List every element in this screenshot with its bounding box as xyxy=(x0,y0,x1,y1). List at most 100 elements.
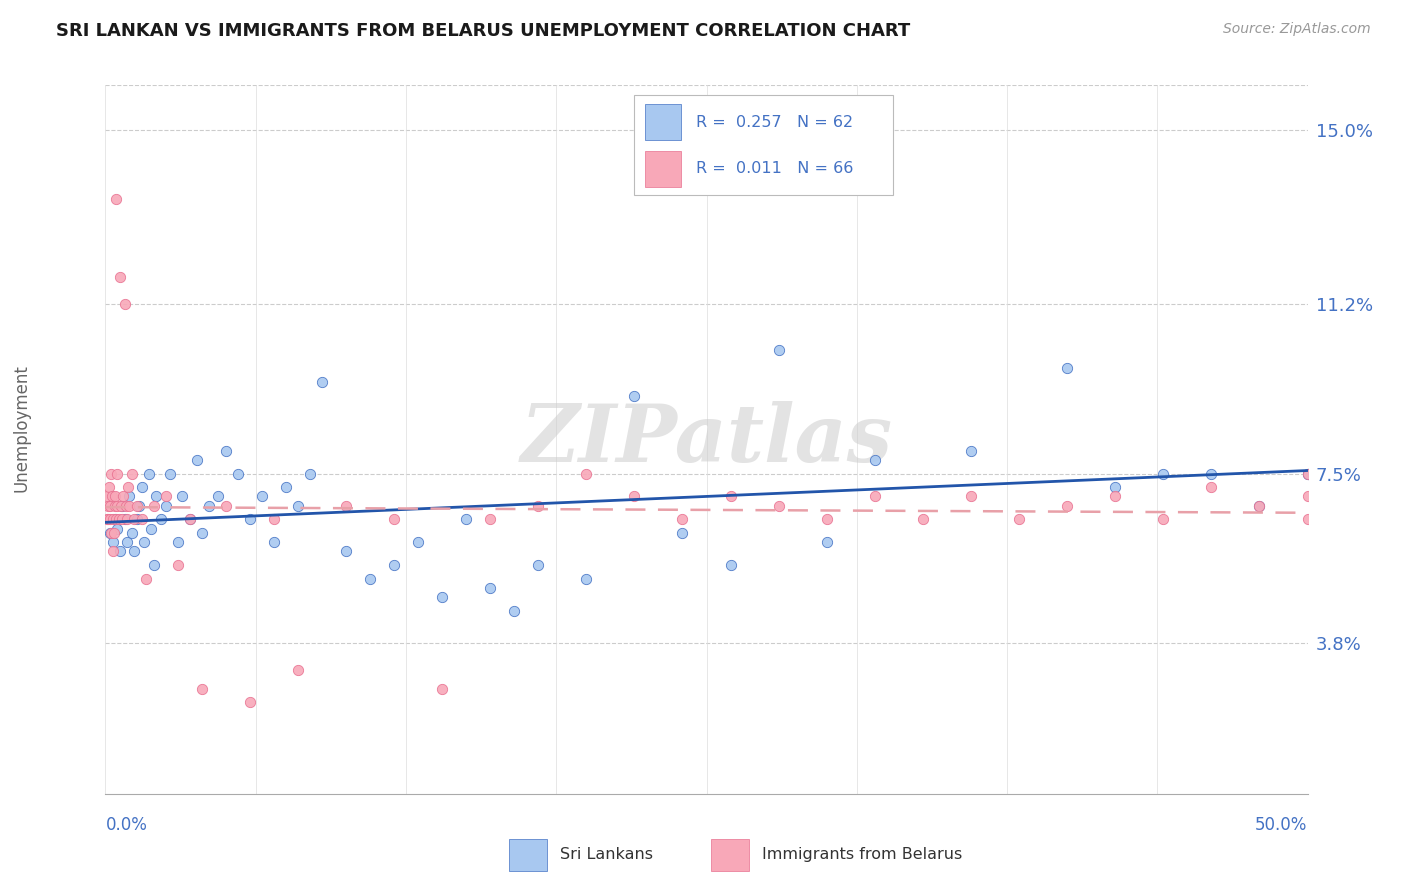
FancyBboxPatch shape xyxy=(509,839,547,871)
Point xyxy=(114,297,136,311)
Point xyxy=(623,389,645,403)
Point xyxy=(815,535,838,549)
Point xyxy=(250,490,273,504)
Point xyxy=(1249,499,1271,513)
Point xyxy=(214,499,236,513)
Point xyxy=(1008,512,1031,526)
Point xyxy=(115,499,138,513)
Point xyxy=(671,526,693,541)
Text: Source: ZipAtlas.com: Source: ZipAtlas.com xyxy=(1223,22,1371,37)
Point xyxy=(430,590,453,604)
Point xyxy=(112,490,135,504)
Text: Sri Lankans: Sri Lankans xyxy=(560,847,652,862)
Point xyxy=(125,499,148,513)
Point xyxy=(108,544,131,558)
Point xyxy=(1296,512,1319,526)
Point xyxy=(186,453,208,467)
Point xyxy=(207,490,229,504)
Point xyxy=(623,490,645,504)
Point xyxy=(198,499,221,513)
Point xyxy=(135,572,157,586)
Point xyxy=(239,695,262,709)
Point xyxy=(190,526,212,541)
Point xyxy=(124,544,146,558)
Point xyxy=(131,512,153,526)
Point xyxy=(274,480,297,494)
Point xyxy=(382,558,405,573)
Point xyxy=(179,512,201,526)
Point xyxy=(1296,490,1319,504)
Point xyxy=(575,467,598,481)
Point xyxy=(138,467,160,481)
Point xyxy=(214,443,236,458)
Point xyxy=(863,453,886,467)
Point xyxy=(1152,512,1174,526)
Point xyxy=(149,512,172,526)
Point xyxy=(190,681,212,696)
Point xyxy=(1296,467,1319,481)
Point xyxy=(1056,361,1078,376)
Point xyxy=(145,490,167,504)
Point xyxy=(863,490,886,504)
Point xyxy=(1056,499,1078,513)
Point xyxy=(359,572,381,586)
Point xyxy=(1201,480,1223,494)
Point xyxy=(287,499,309,513)
Point xyxy=(110,499,132,513)
Point xyxy=(98,480,121,494)
Point xyxy=(101,544,124,558)
Point xyxy=(172,490,194,504)
Point xyxy=(98,499,121,513)
Point xyxy=(128,499,150,513)
Point xyxy=(155,490,177,504)
Point xyxy=(139,522,162,536)
Point xyxy=(96,490,118,504)
Point xyxy=(226,467,249,481)
Point xyxy=(960,443,983,458)
Point xyxy=(111,512,134,526)
Point xyxy=(1249,499,1271,513)
Point xyxy=(108,269,131,284)
Point xyxy=(335,544,357,558)
Point xyxy=(1104,490,1126,504)
Point xyxy=(430,681,453,696)
Point xyxy=(101,535,124,549)
Text: 50.0%: 50.0% xyxy=(1256,816,1308,834)
Point xyxy=(720,490,742,504)
Point xyxy=(107,512,129,526)
Point xyxy=(125,512,148,526)
Point xyxy=(179,512,201,526)
Point xyxy=(263,512,285,526)
Point xyxy=(911,512,934,526)
Point xyxy=(287,664,309,678)
Point xyxy=(166,535,188,549)
Point xyxy=(100,526,122,541)
Point xyxy=(103,526,125,541)
Point xyxy=(114,512,136,526)
Point xyxy=(118,499,141,513)
Point xyxy=(131,480,153,494)
Point xyxy=(121,526,143,541)
Point xyxy=(98,526,121,541)
Point xyxy=(142,558,165,573)
Text: SRI LANKAN VS IMMIGRANTS FROM BELARUS UNEMPLOYMENT CORRELATION CHART: SRI LANKAN VS IMMIGRANTS FROM BELARUS UN… xyxy=(56,22,911,40)
Point xyxy=(97,512,120,526)
Point xyxy=(527,499,550,513)
Point xyxy=(454,512,477,526)
Point xyxy=(101,490,124,504)
Point xyxy=(101,512,124,526)
Point xyxy=(97,499,120,513)
Text: Immigrants from Belarus: Immigrants from Belarus xyxy=(762,847,962,862)
Point xyxy=(479,512,502,526)
Point xyxy=(96,512,118,526)
Point xyxy=(107,467,129,481)
FancyBboxPatch shape xyxy=(711,839,749,871)
Point xyxy=(311,375,333,389)
Point xyxy=(768,343,790,357)
Point xyxy=(263,535,285,549)
Point xyxy=(1201,467,1223,481)
Point xyxy=(132,535,155,549)
Point xyxy=(382,512,405,526)
Point xyxy=(104,512,127,526)
Point xyxy=(105,499,128,513)
